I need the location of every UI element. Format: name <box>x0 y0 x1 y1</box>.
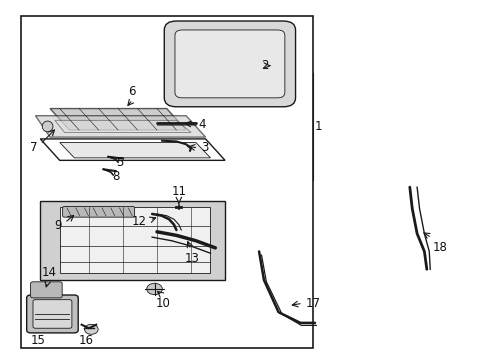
FancyBboxPatch shape <box>175 30 285 98</box>
Circle shape <box>84 324 98 334</box>
FancyBboxPatch shape <box>33 300 72 328</box>
Ellipse shape <box>42 121 53 132</box>
Text: 4: 4 <box>198 118 205 131</box>
FancyBboxPatch shape <box>27 295 78 333</box>
Text: 5: 5 <box>116 156 123 169</box>
Polygon shape <box>40 202 224 280</box>
Polygon shape <box>60 143 210 158</box>
Polygon shape <box>60 207 210 273</box>
Text: 18: 18 <box>432 241 447 254</box>
Text: 1: 1 <box>314 120 322 133</box>
Polygon shape <box>55 120 191 132</box>
Text: 3: 3 <box>201 141 208 154</box>
Text: 9: 9 <box>54 219 61 232</box>
Text: 12: 12 <box>132 215 147 228</box>
Text: 6: 6 <box>128 85 135 98</box>
Text: 8: 8 <box>112 170 120 183</box>
Text: 13: 13 <box>184 252 199 265</box>
Polygon shape <box>50 109 186 130</box>
Text: 7: 7 <box>30 141 37 154</box>
Text: 2: 2 <box>261 59 268 72</box>
Polygon shape <box>35 116 205 137</box>
FancyBboxPatch shape <box>62 206 134 217</box>
FancyBboxPatch shape <box>164 21 295 107</box>
FancyBboxPatch shape <box>30 282 62 298</box>
Text: 16: 16 <box>78 334 93 347</box>
Text: 14: 14 <box>41 266 56 279</box>
Circle shape <box>146 283 162 295</box>
Text: 17: 17 <box>305 297 320 310</box>
Text: 11: 11 <box>171 185 186 198</box>
Text: 10: 10 <box>155 297 170 310</box>
Text: 15: 15 <box>30 334 45 347</box>
